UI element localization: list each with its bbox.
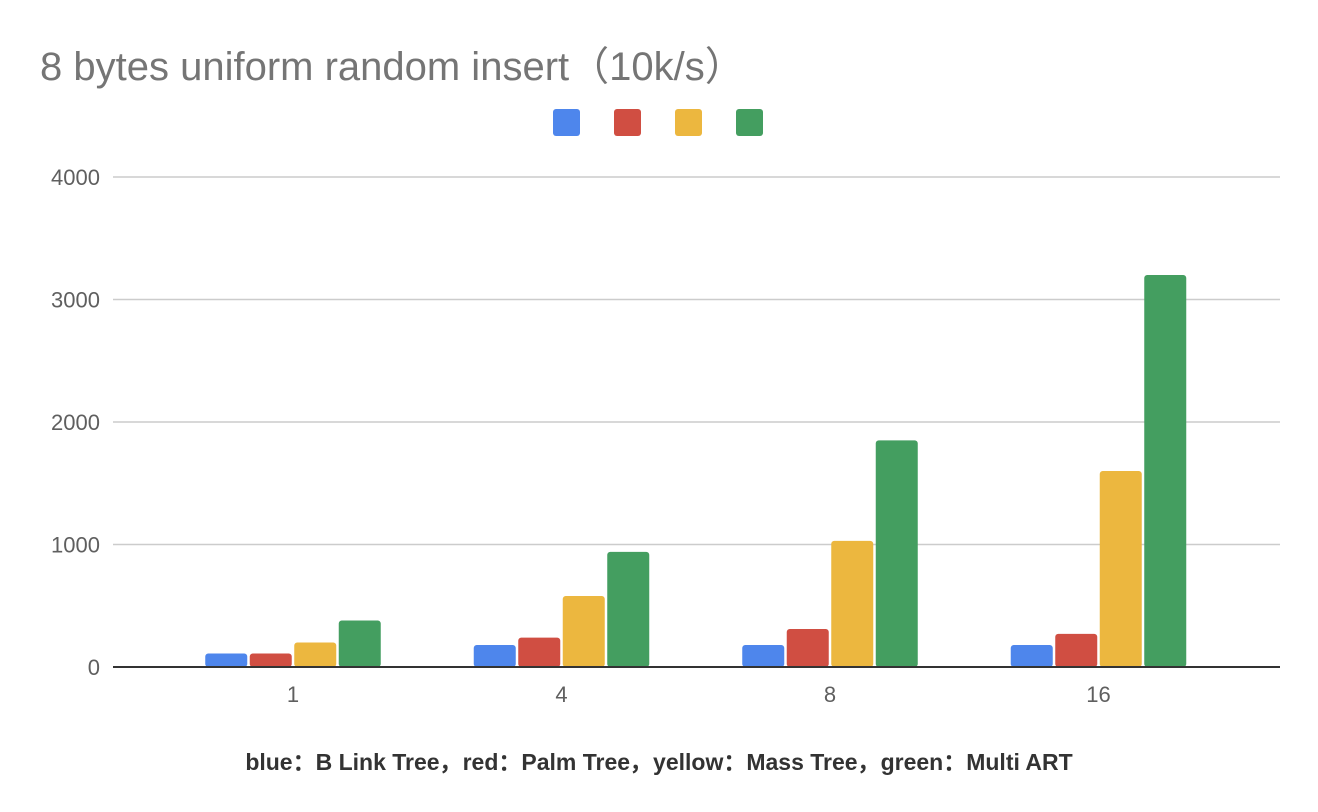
chart-title: 8 bytes uniform random insert（10k/s） [40,45,745,89]
bar-cat-1-series-1 [249,653,292,667]
legend-swatch-red [614,109,641,136]
x-tick-label: 8 [824,682,836,707]
bar-cat-4-series-2 [562,595,605,667]
legend-swatch-yellow [675,109,702,136]
bar-cat-16-series-3 [1144,275,1187,667]
bar-cat-4-series-0 [473,644,516,667]
legend [553,109,763,136]
bar-cat-8-series-0 [742,644,785,667]
bars [205,275,1187,667]
bar-cat-1-series-3 [338,620,381,667]
bar-cat-16-series-1 [1055,633,1098,667]
x-tick-label: 1 [287,682,299,707]
bar-cat-8-series-3 [875,440,918,667]
y-tick-label: 0 [88,655,100,680]
bar-cat-4-series-1 [518,637,561,667]
bar-cat-4-series-3 [607,551,650,667]
bar-cat-16-series-2 [1099,471,1142,667]
bar-cat-16-series-0 [1010,644,1053,667]
axes: 0 1000 2000 3000 4000 1 4 8 16 [51,165,1280,707]
bar-cat-8-series-1 [786,629,829,667]
x-axis-label: blue：B Link Tree，red：Palm Tree，yellow：Ma… [245,749,1073,775]
bar-cat-1-series-0 [205,653,248,667]
y-tick-label: 1000 [51,533,100,558]
y-tick-label: 2000 [51,410,100,435]
y-tick-label: 4000 [51,165,100,190]
legend-swatch-green [736,109,763,136]
x-tick-label: 4 [555,682,567,707]
y-tick-label: 3000 [51,288,100,313]
bar-cat-8-series-2 [831,540,874,667]
bar-cat-1-series-2 [294,642,337,667]
legend-swatch-blue [553,109,580,136]
x-tick-label: 16 [1086,682,1110,707]
grid-lines [113,176,1280,546]
